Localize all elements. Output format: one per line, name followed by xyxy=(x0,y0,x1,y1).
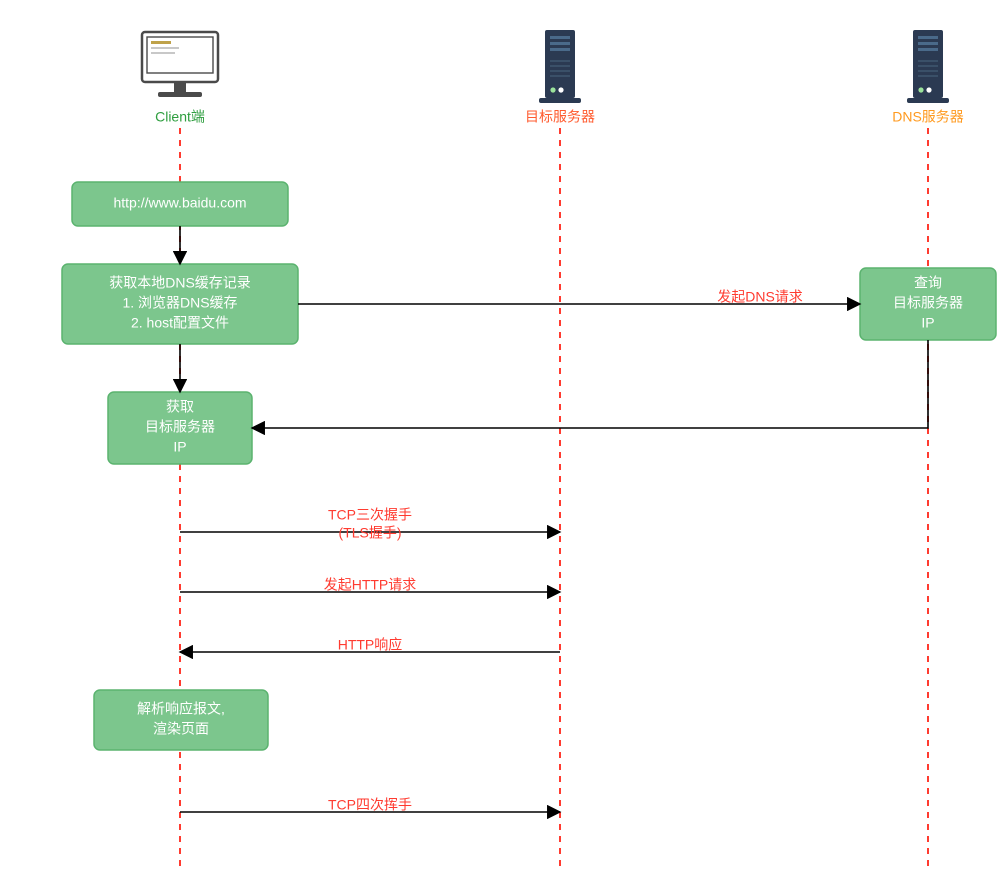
arrow-cache_to_dnsq-label: 发起DNS请求 xyxy=(717,289,803,305)
box-url: http://www.baidu.com xyxy=(72,182,288,226)
arrow-tcp_handshake-label-0: TCP三次握手 xyxy=(328,507,412,523)
client-label: Client端 xyxy=(155,109,205,125)
dns-server-icon xyxy=(907,30,949,103)
box-got_ip: 获取目标服务器 IP xyxy=(108,392,252,464)
box-got_ip-line1: 目标服务器 xyxy=(145,419,215,435)
client-icon xyxy=(142,32,218,97)
box-dns_cache-line0: 获取本地DNS缓存记录 xyxy=(109,275,251,291)
arrow-tcp_close: TCP四次挥手 xyxy=(180,797,560,813)
box-render: 解析响应报文, 渲染页面 xyxy=(94,690,268,750)
box-url-line0: http://www.baidu.com xyxy=(113,195,246,211)
target-server-icon xyxy=(539,30,581,103)
box-dns_query-line1: 目标服务器 xyxy=(893,295,963,311)
dns-label: DNS服务器 xyxy=(892,109,964,125)
box-render-line0: 解析响应报文, xyxy=(137,701,225,717)
arrow-tcp_handshake: TCP三次握手 (TLS握手) xyxy=(180,507,560,541)
box-dns_cache: 获取本地DNS缓存记录 1. 浏览器DNS缓存 2. host配置文件 xyxy=(62,264,298,344)
target-label: 目标服务器 xyxy=(525,109,595,125)
box-dns_cache-line1: 1. 浏览器DNS缓存 xyxy=(122,295,237,311)
arrow-dnsq_to_ip xyxy=(252,340,928,428)
arrow-http_req: 发起HTTP请求 xyxy=(180,577,560,593)
arrow-http_resp-label: HTTP响应 xyxy=(338,637,403,653)
box-got_ip-line0: 获取 xyxy=(166,399,194,415)
box-dns_query: 查询目标服务器 IP xyxy=(860,268,996,340)
box-dns_query-line2: IP xyxy=(921,315,934,331)
arrow-cache_to_dnsq: 发起DNS请求 xyxy=(298,289,860,305)
arrow-http_req-label: 发起HTTP请求 xyxy=(324,577,417,593)
box-dns_query-line0: 查询 xyxy=(914,275,942,291)
arrow-tcp_handshake-label-1: (TLS握手) xyxy=(339,525,402,541)
arrow-http_resp: HTTP响应 xyxy=(180,637,560,653)
arrow-tcp_close-label: TCP四次挥手 xyxy=(328,797,412,813)
box-got_ip-line2: IP xyxy=(173,439,186,455)
box-dns_cache-line2: 2. host配置文件 xyxy=(131,315,229,331)
box-render-line1: 渲染页面 xyxy=(153,721,209,737)
